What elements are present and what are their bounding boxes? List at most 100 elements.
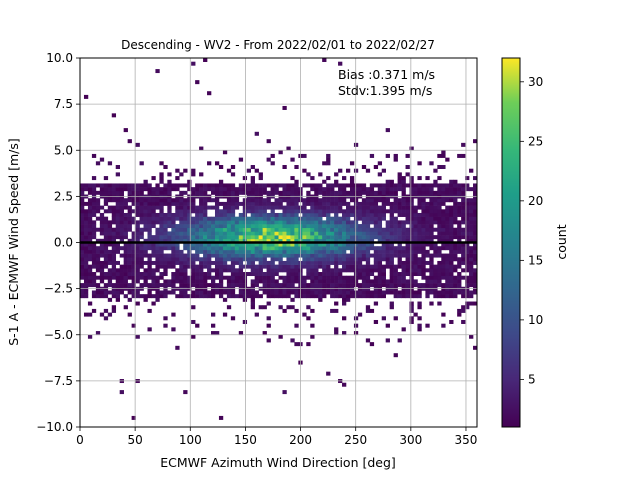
heatmap-cell: [338, 205, 343, 210]
heatmap-cell: [294, 205, 299, 210]
heatmap-cell: [465, 242, 470, 247]
heatmap-cell: [310, 290, 315, 295]
heatmap-cell: [91, 260, 97, 265]
heatmap-cell: [369, 268, 375, 273]
colorbar: [501, 57, 521, 428]
heatmap-cell: [322, 238, 327, 243]
heatmap-cell: [445, 260, 450, 265]
heatmap-cell: [155, 231, 160, 236]
heatmap-cell: [306, 342, 311, 347]
heatmap-cell: [147, 231, 152, 236]
heatmap-cell: [147, 187, 152, 192]
heatmap-cell: [282, 205, 287, 210]
heatmap-cell: [199, 290, 204, 295]
heatmap-cell: [111, 227, 117, 232]
heatmap-cell: [238, 294, 244, 299]
heatmap-cell: [187, 275, 192, 280]
heatmap-cell: [183, 260, 188, 265]
heatmap-cell: [238, 183, 244, 188]
heatmap-cell: [107, 235, 113, 240]
heatmap-cell: [250, 235, 255, 240]
heatmap-cell: [230, 198, 236, 203]
heatmap-cell: [207, 198, 212, 203]
heatmap-cell: [457, 257, 462, 262]
heatmap-cell: [199, 198, 204, 203]
heatmap-cell: [286, 216, 291, 221]
heatmap-cell: [151, 275, 156, 280]
heatmap-cell: [127, 260, 132, 265]
heatmap-cell: [159, 220, 164, 225]
heatmap-cell: [338, 216, 343, 221]
heatmap-cell: [401, 290, 406, 295]
heatmap-cell: [115, 227, 120, 232]
heatmap-cell: [365, 220, 371, 225]
heatmap-cell: [342, 227, 347, 232]
heatmap-cell: [342, 290, 347, 295]
heatmap-cell: [143, 297, 148, 302]
heatmap-cell: [469, 209, 474, 214]
heatmap-cell: [234, 283, 240, 288]
heatmap-cell: [111, 308, 117, 313]
heatmap-cell: [389, 279, 394, 284]
heatmap-cell: [290, 246, 295, 251]
heatmap-cell: [342, 283, 347, 288]
heatmap-cell: [409, 316, 414, 321]
heatmap-cell: [433, 179, 438, 184]
heatmap-cell: [187, 257, 192, 262]
heatmap-cell: [405, 231, 410, 236]
heatmap-cell: [83, 294, 89, 299]
heatmap-cell: [115, 268, 120, 273]
heatmap-cell: [318, 279, 323, 284]
heatmap-cell: [401, 224, 406, 229]
heatmap-cell: [211, 224, 216, 229]
heatmap-cell: [163, 227, 168, 232]
heatmap-cell: [425, 190, 430, 195]
heatmap-cell: [349, 238, 355, 243]
heatmap-cell: [334, 308, 339, 313]
heatmap-cell: [314, 198, 319, 203]
heatmap-cell: [274, 294, 279, 299]
heatmap-cell: [230, 224, 236, 229]
heatmap-cell: [83, 216, 89, 221]
heatmap-cell: [91, 201, 97, 206]
heatmap-cell: [461, 205, 466, 210]
heatmap-cell: [385, 264, 390, 269]
heatmap-cell: [258, 305, 263, 310]
colorbar-tick-label: 5: [528, 372, 536, 386]
heatmap-cell: [199, 264, 204, 269]
heatmap-cell: [266, 224, 271, 229]
heatmap-cell: [131, 279, 136, 284]
heatmap-cell: [147, 220, 152, 225]
heatmap-cell: [262, 231, 267, 236]
heatmap-cell: [310, 201, 315, 206]
heatmap-cell: [401, 279, 406, 284]
heatmap-cell: [349, 294, 355, 299]
heatmap-cell: [103, 246, 109, 251]
heatmap-cell: [83, 224, 89, 229]
heatmap-cell: [226, 246, 232, 251]
heatmap-cell: [163, 246, 168, 251]
heatmap-cell: [449, 231, 454, 236]
heatmap-cell: [83, 312, 89, 317]
heatmap-cell: [199, 249, 204, 254]
heatmap-cell: [234, 275, 240, 280]
heatmap-cell: [290, 297, 295, 302]
heatmap-cell: [453, 201, 458, 206]
heatmap-cell: [465, 301, 470, 306]
heatmap-cell: [369, 216, 375, 221]
heatmap-cell: [151, 212, 156, 217]
heatmap-cell: [226, 190, 232, 195]
heatmap-cell: [469, 235, 474, 240]
heatmap-cell: [290, 216, 295, 221]
heatmap-cell: [473, 242, 477, 247]
heatmap-cell: [294, 216, 299, 221]
heatmap-cell: [449, 253, 454, 258]
heatmap-cell: [318, 227, 323, 232]
heatmap-cell: [203, 246, 208, 251]
heatmap-cell: [115, 242, 120, 247]
heatmap-cell: [282, 198, 287, 203]
heatmap-cell: [318, 201, 323, 206]
heatmap-cell: [135, 235, 140, 240]
heatmap-cell: [195, 235, 200, 240]
heatmap-cell: [139, 246, 144, 251]
